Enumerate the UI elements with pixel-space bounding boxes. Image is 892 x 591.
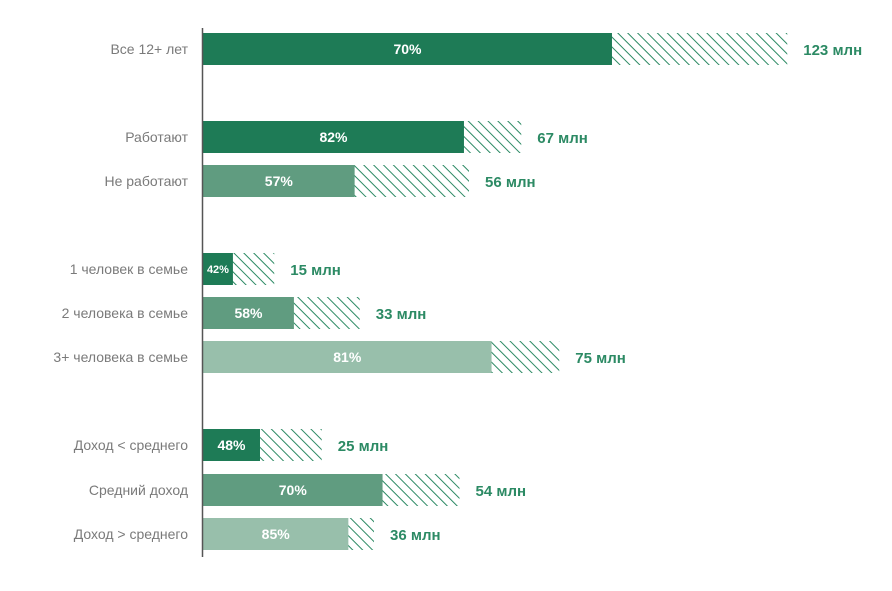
share-label: 82% (319, 129, 348, 145)
bar-share (203, 474, 383, 506)
bar-share (203, 121, 464, 153)
bar-share (203, 518, 349, 550)
category-label: 1 человек в семье (70, 261, 189, 277)
bars-layer: Все 12+ лет 70% 123 млн Работают 82% 67 млн Не… (53, 33, 862, 550)
bar-share (203, 165, 355, 197)
category-label: Доход < среднего (74, 437, 188, 453)
total-label: 36 млн (390, 527, 441, 544)
category-label: Работают (125, 129, 188, 145)
total-label: 123 млн (803, 42, 862, 59)
category-label: Не работают (104, 173, 188, 189)
share-label: 85% (262, 526, 291, 542)
bar-share (203, 33, 612, 65)
share-label: 70% (279, 482, 308, 498)
bar-share (203, 253, 233, 285)
total-label: 25 млн (338, 438, 389, 455)
bar-share (203, 297, 294, 329)
share-label: 58% (234, 305, 263, 321)
share-label: 81% (333, 349, 362, 365)
share-label: 42% (207, 264, 229, 276)
category-label: Все 12+ лет (110, 41, 188, 57)
share-label: 48% (217, 437, 246, 453)
category-label: Средний доход (89, 482, 188, 498)
bar-share (203, 341, 492, 373)
share-label: 70% (393, 41, 422, 57)
category-label: Доход > среднего (74, 526, 188, 542)
total-label: 15 млн (290, 262, 341, 279)
total-label: 54 млн (476, 483, 527, 500)
total-label: 56 млн (485, 174, 536, 191)
category-label: 3+ человека в семье (53, 349, 188, 365)
total-label: 75 млн (575, 350, 626, 367)
share-label: 57% (265, 173, 294, 189)
total-label: 33 млн (376, 306, 427, 323)
total-label: 67 млн (537, 130, 588, 147)
bar-share (203, 429, 260, 461)
category-label: 2 человека в семье (62, 305, 189, 321)
